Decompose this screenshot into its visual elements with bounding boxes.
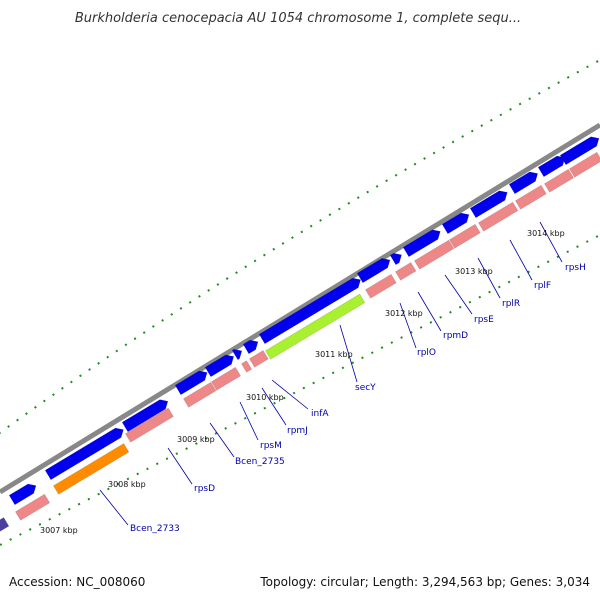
reverse-gene-block[interactable] bbox=[211, 366, 241, 391]
reverse-gene-block[interactable] bbox=[515, 184, 547, 210]
gene-label-bcen-2735[interactable]: Bcen_2735 bbox=[235, 457, 285, 467]
label-leader-line bbox=[444, 274, 473, 315]
gene-label-rpsm[interactable]: rpsM bbox=[260, 441, 282, 451]
reverse-gene-block[interactable] bbox=[478, 201, 519, 232]
label-leader-line bbox=[209, 422, 235, 458]
gene-track bbox=[0, 134, 600, 533]
forward-gene-block[interactable] bbox=[402, 227, 443, 258]
reverse-gene-block[interactable] bbox=[125, 407, 174, 443]
forward-gene-block[interactable] bbox=[508, 169, 540, 195]
scale-tick-label: 3011 kbp bbox=[315, 350, 353, 359]
forward-gene-block[interactable] bbox=[231, 346, 245, 361]
forward-gene-block[interactable] bbox=[389, 250, 404, 266]
reverse-gene-block[interactable] bbox=[15, 493, 51, 521]
reverse-gene-block[interactable] bbox=[241, 360, 253, 373]
reverse-gene-block[interactable] bbox=[183, 381, 217, 408]
label-leader-line bbox=[239, 401, 259, 441]
label-leader-line bbox=[477, 257, 501, 299]
scale-tick-label: 3008 kbp bbox=[108, 480, 146, 489]
gene-label-rplo[interactable]: rplO bbox=[417, 348, 436, 358]
secy-gene-block[interactable] bbox=[265, 293, 366, 360]
label-leader-line bbox=[339, 324, 358, 383]
forward-gene-block[interactable] bbox=[258, 275, 363, 345]
gene-label-rpse[interactable]: rpsE bbox=[474, 315, 494, 325]
gene-label-rpmd[interactable]: rpmD bbox=[443, 331, 468, 341]
gene-labels-layer bbox=[99, 221, 563, 526]
scale-tick-label: 3013 kbp bbox=[455, 267, 493, 276]
label-leader-line bbox=[261, 387, 287, 426]
scale-tick-label: 3010 kbp bbox=[246, 393, 284, 402]
label-leader-line bbox=[399, 302, 417, 349]
reverse-gene-block[interactable] bbox=[365, 273, 397, 299]
label-leader-line bbox=[271, 379, 309, 410]
gene-label-rpsd[interactable]: rpsD bbox=[194, 484, 215, 494]
summary-text: Topology: circular; Length: 3,294,563 bp… bbox=[259, 575, 590, 589]
reverse-gene-block[interactable] bbox=[544, 168, 574, 193]
gc-skew-track-inner bbox=[0, 234, 600, 546]
scale-tick-label: 3014 kbp bbox=[527, 229, 565, 238]
label-leader-line bbox=[99, 489, 129, 526]
chromosome-backbone bbox=[0, 122, 600, 495]
forward-gene-block[interactable] bbox=[174, 368, 210, 396]
label-leader-line bbox=[539, 221, 563, 263]
label-leader-line bbox=[509, 239, 533, 281]
gene-label-rplr[interactable]: rplR bbox=[502, 299, 520, 309]
forward-gene-block[interactable] bbox=[559, 134, 600, 166]
scale-tick-label: 3012 kbp bbox=[385, 309, 423, 318]
forward-gene-block[interactable] bbox=[8, 481, 39, 506]
scale-tick-label: 3007 kbp bbox=[40, 526, 78, 535]
forward-gene-block[interactable] bbox=[441, 210, 472, 235]
scale-tick-label: 3009 kbp bbox=[177, 435, 215, 444]
forward-gene-block[interactable] bbox=[121, 397, 171, 433]
gene-label-rplf[interactable]: rplF bbox=[534, 281, 551, 291]
gene-label-infa[interactable]: infA bbox=[311, 409, 329, 419]
gene-label-secy[interactable]: secY bbox=[355, 383, 376, 393]
gene-label-bcen-2733[interactable]: Bcen_2733 bbox=[130, 524, 180, 534]
forward-gene-block[interactable] bbox=[242, 337, 261, 355]
reverse-gene-block[interactable] bbox=[414, 239, 455, 270]
gene-label-rpsh[interactable]: rpsH bbox=[565, 263, 586, 273]
accession-text: Accession: NC_008060 bbox=[9, 575, 145, 589]
gene-label-rpmj[interactable]: rpmJ bbox=[287, 426, 308, 436]
map-title: Burkholderia cenocepacia AU 1054 chromos… bbox=[75, 11, 521, 26]
label-leader-line bbox=[417, 291, 442, 332]
forward-gene-block[interactable] bbox=[356, 255, 393, 284]
forward-gene-block[interactable] bbox=[44, 425, 126, 481]
label-leader-line bbox=[167, 447, 193, 485]
forward-gene-block[interactable] bbox=[537, 153, 568, 178]
forward-gene-block[interactable] bbox=[204, 352, 236, 378]
reverse-gene-block[interactable] bbox=[395, 262, 417, 281]
forward-gene-block[interactable] bbox=[469, 188, 510, 219]
reverse-gene-block[interactable] bbox=[249, 350, 269, 368]
partial-gene-block[interactable] bbox=[0, 517, 10, 533]
reverse-gene-block[interactable] bbox=[449, 223, 481, 249]
reverse-gene-block[interactable] bbox=[569, 151, 600, 178]
gc-skew-track-outer bbox=[0, 59, 600, 434]
bcen-2733-gene-block[interactable] bbox=[53, 443, 130, 495]
